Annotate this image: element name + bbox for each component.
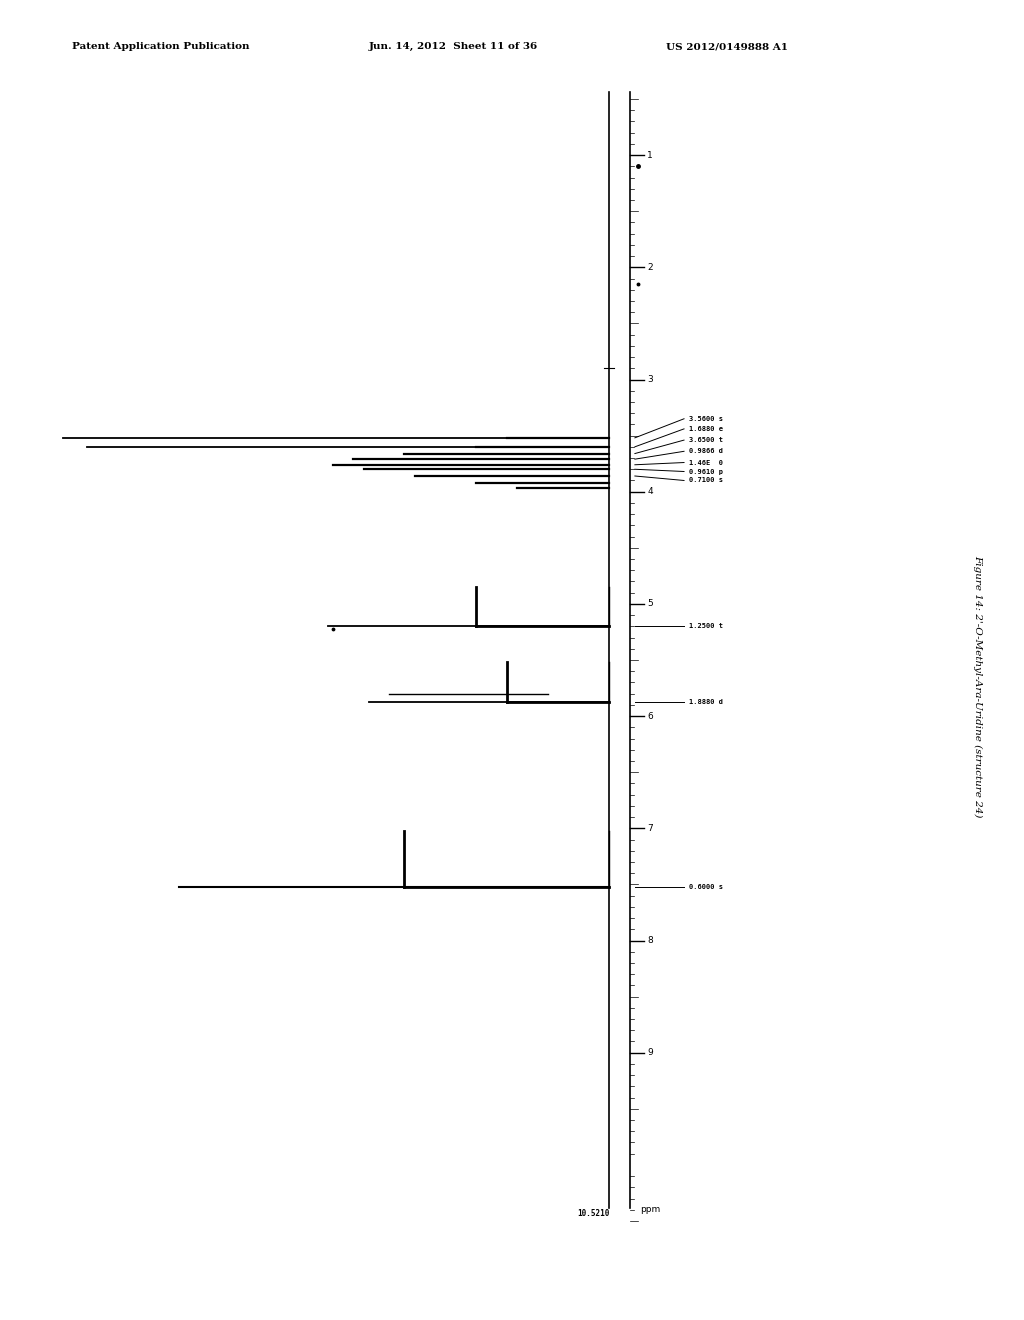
Text: 9: 9	[647, 1048, 653, 1057]
Text: 0.7100 s: 0.7100 s	[689, 478, 723, 483]
Text: Figure 14: 2'-O-Methyl-Ara-Uridine (structure 24): Figure 14: 2'-O-Methyl-Ara-Uridine (stru…	[974, 556, 982, 817]
Text: 1.46E  0: 1.46E 0	[689, 459, 723, 466]
Text: Patent Application Publication: Patent Application Publication	[72, 42, 249, 51]
Text: 1.2500 t: 1.2500 t	[689, 623, 723, 630]
Text: 7: 7	[647, 824, 653, 833]
Text: 0.9610 p: 0.9610 p	[689, 469, 723, 474]
Text: 1: 1	[647, 150, 653, 160]
Text: 3.6500 t: 3.6500 t	[689, 437, 723, 444]
Text: 8: 8	[647, 936, 653, 945]
Text: 1.6880 e: 1.6880 e	[689, 426, 723, 432]
Text: 5: 5	[647, 599, 653, 609]
Text: 4: 4	[647, 487, 652, 496]
Text: 10.5210: 10.5210	[578, 1209, 610, 1218]
Text: ppm: ppm	[640, 1205, 660, 1214]
Text: 3: 3	[647, 375, 653, 384]
Text: 1.8880 d: 1.8880 d	[689, 698, 723, 705]
Text: 0.9866 d: 0.9866 d	[689, 449, 723, 454]
Text: US 2012/0149888 A1: US 2012/0149888 A1	[666, 42, 787, 51]
Text: 6: 6	[647, 711, 653, 721]
Text: 0.6000 s: 0.6000 s	[689, 883, 723, 890]
Text: 2: 2	[647, 263, 652, 272]
Text: Jun. 14, 2012  Sheet 11 of 36: Jun. 14, 2012 Sheet 11 of 36	[369, 42, 538, 51]
Text: 3.5600 s: 3.5600 s	[689, 416, 723, 422]
